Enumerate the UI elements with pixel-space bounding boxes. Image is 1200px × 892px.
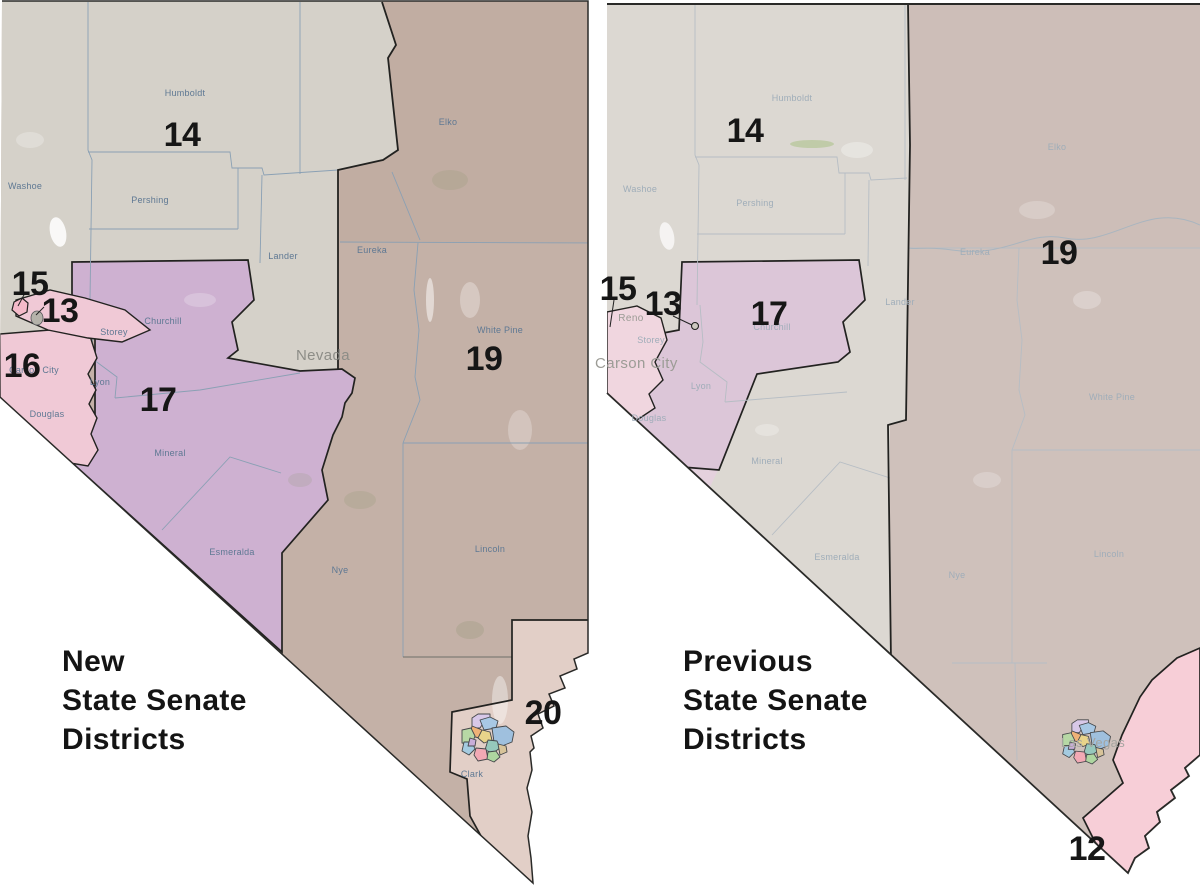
place-label: Reno — [618, 313, 644, 324]
title-new-districts: New State Senate Districts — [62, 642, 247, 759]
county-label: Douglas — [632, 413, 667, 423]
county-label: Eureka — [960, 247, 990, 257]
county-label: White Pine — [477, 325, 523, 335]
district-number-group: 14 19 15 13 17 12 — [600, 112, 1106, 868]
place-label: Carson City — [595, 355, 678, 372]
district-number: 13 — [645, 285, 682, 323]
county-label: Esmeralda — [814, 552, 859, 562]
title-line: State Senate — [683, 684, 868, 717]
county-label: Humboldt — [165, 88, 206, 98]
place-label: Las Vegas — [1061, 735, 1125, 750]
boundary-14-19 — [887, 4, 911, 663]
county-label: Esmeralda — [209, 547, 254, 557]
title-previous-districts: Previous State Senate Districts — [683, 642, 868, 759]
district-number: 16 — [4, 347, 41, 385]
district-number: 17 — [751, 295, 788, 333]
county-label: Lincoln — [1094, 549, 1124, 559]
county-label: Nye — [949, 570, 966, 580]
county-label: Lander — [885, 297, 915, 307]
leader-line-15 — [17, 292, 26, 307]
district-number: 14 — [727, 112, 764, 150]
map-new-districts: Humboldt Washoe Pershing Lander Elko Eureka Wh… — [0, 0, 589, 885]
county-label: Lyon — [691, 381, 711, 391]
county-label: Nye — [332, 565, 349, 575]
nevada-outline — [0, 0, 589, 885]
county-label: White Pine — [1089, 392, 1135, 402]
title-line: Districts — [683, 723, 807, 756]
county-label: Eureka — [357, 245, 387, 255]
county-label: Douglas — [30, 409, 65, 419]
district-number: 17 — [140, 381, 177, 419]
title-line: Previous — [683, 645, 813, 678]
humboldt-river-line — [908, 217, 1200, 252]
county-label: Mineral — [154, 448, 185, 458]
nevada-outline — [606, 392, 1200, 875]
county-lines — [694, 4, 1200, 761]
district-number: 15 — [12, 265, 49, 303]
boundary-14-19 — [337, 1, 399, 369]
district-19-northeast-shade — [340, 2, 588, 243]
place-label-group: Reno Carson City Las Vegas — [595, 313, 1125, 750]
district-number: 12 — [1069, 830, 1106, 868]
place-label: Nevada — [296, 347, 350, 364]
county-label: Lander — [268, 251, 298, 261]
county-label: Churchill — [144, 316, 181, 326]
district-19-northeast-shade — [908, 4, 1200, 248]
county-label: Storey — [100, 327, 128, 337]
county-label: Lyon — [90, 377, 110, 387]
county-label: Storey — [637, 335, 665, 345]
county-label: Washoe — [623, 184, 657, 194]
district-14-region — [0, 1, 398, 371]
county-label-group: Humboldt Washoe Pershing Lander Elko Eureka Wh… — [623, 93, 1135, 580]
district-number: 15 — [600, 270, 637, 308]
district-number: 19 — [1041, 234, 1078, 272]
boundary-19-20 — [449, 619, 588, 883]
district-13-region — [15, 289, 152, 343]
reno-area-blob — [30, 310, 44, 326]
place-label-group: Nevada — [296, 347, 350, 364]
district-number: 13 — [42, 292, 79, 330]
county-label: Elko — [1048, 142, 1067, 152]
county-label: Elko — [439, 117, 458, 127]
title-line: Districts — [62, 723, 186, 756]
district-number: 14 — [164, 116, 201, 154]
district-13-blob — [690, 321, 700, 331]
leader-line-13 — [35, 306, 45, 316]
county-label: Humboldt — [772, 93, 813, 103]
county-label: Clark — [461, 769, 484, 779]
district-number: 20 — [525, 694, 562, 732]
county-label: Lincoln — [475, 544, 505, 554]
county-label: Pershing — [131, 195, 169, 205]
county-label: Pershing — [736, 198, 774, 208]
county-label: Mineral — [751, 456, 782, 466]
district-number: 19 — [466, 340, 503, 378]
terrain-patches — [659, 140, 1101, 488]
title-line: New — [62, 645, 125, 678]
leader-line-13 — [672, 315, 693, 326]
county-label: Carson City — [9, 365, 59, 375]
county-label-group: Humboldt Washoe Pershing Lander Elko Eureka Wh… — [8, 88, 523, 779]
leader-line-15 — [609, 299, 615, 328]
terrain-patches — [16, 132, 532, 724]
county-label: Washoe — [8, 181, 42, 191]
title-line: State Senate — [62, 684, 247, 717]
county-label: Churchill — [753, 322, 790, 332]
map-previous-districts: Humboldt Washoe Pershing Lander Elko Eureka Wh… — [595, 3, 1200, 875]
